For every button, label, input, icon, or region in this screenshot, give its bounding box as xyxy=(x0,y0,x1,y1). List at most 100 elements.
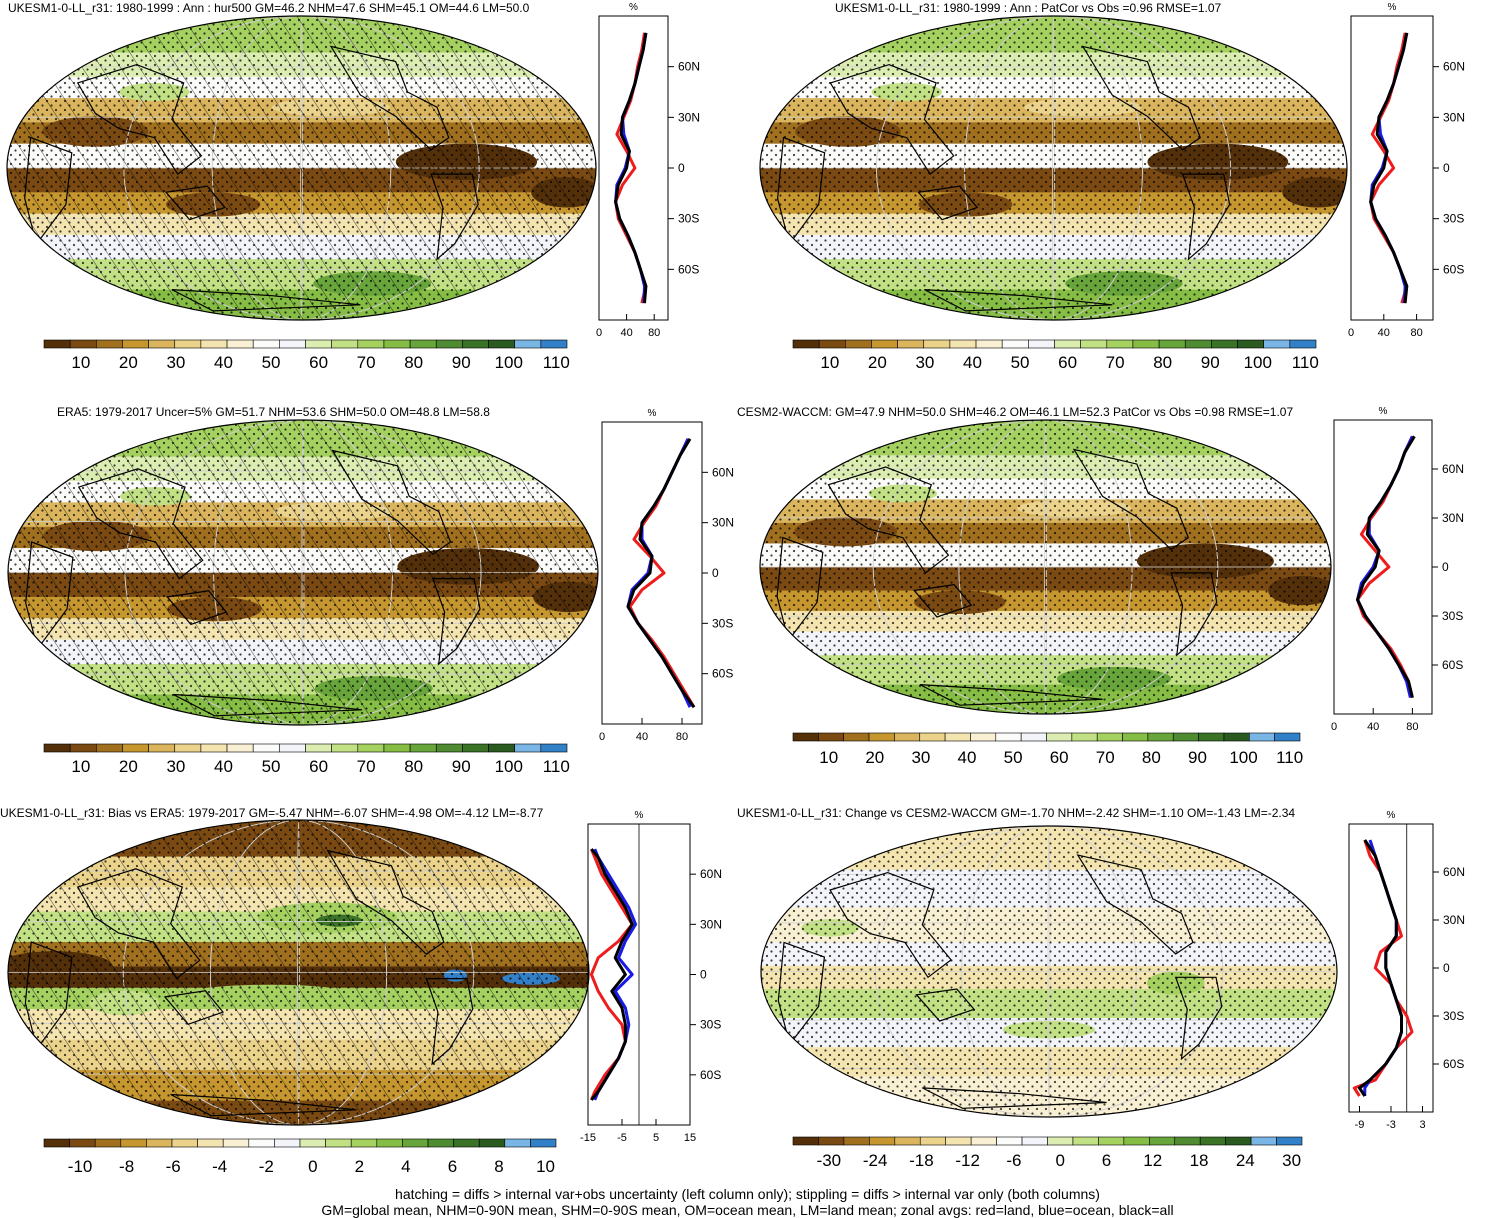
colorbar-tick-label: 30 xyxy=(1282,1151,1301,1170)
colorbar-tick-label: 40 xyxy=(214,353,233,372)
colorbar: 10 20 30 40 50 60 70 80 90 100 110 xyxy=(43,339,570,372)
zonal-ytick-label: 60N xyxy=(1442,462,1464,476)
colorbar-swatch xyxy=(1072,1136,1099,1146)
footer-legend-note: GM=global mean, NHM=0-90N mean, SHM=0-90… xyxy=(321,1202,1174,1218)
zonal-ytick-label: 60N xyxy=(700,867,722,881)
colorbar-swatch xyxy=(148,743,176,753)
colorbar: -10 -8 -6 -4 -2 0 2 4 6 8 10 xyxy=(43,1138,557,1176)
zonal-xtick-label: 80 xyxy=(1406,721,1418,733)
colorbar-tick-label: 4 xyxy=(401,1157,410,1176)
zonal-line-ocean xyxy=(1356,435,1414,699)
colorbar-swatch xyxy=(248,1138,275,1148)
colorbar-swatch xyxy=(325,1138,352,1148)
colorbar-swatch xyxy=(69,339,97,349)
zonal-line-land xyxy=(1369,32,1409,304)
colorbar-swatch xyxy=(478,1138,506,1148)
colorbar-swatch xyxy=(1174,1136,1201,1146)
colorbar-swatch xyxy=(200,743,228,753)
colorbar-tick-label: 70 xyxy=(357,353,376,372)
footer-hatching-note: hatching = diffs > internal var+obs unce… xyxy=(395,1186,1100,1202)
zonal-ytick-label: 30N xyxy=(678,110,700,124)
colorbar-swatch xyxy=(409,339,437,349)
colorbar-tick-label: 0 xyxy=(308,1157,317,1176)
colorbar-swatch xyxy=(1237,339,1265,349)
colorbar-tick-label: 70 xyxy=(1106,353,1125,372)
colorbar-swatch xyxy=(1276,1136,1303,1146)
colorbar-swatch xyxy=(279,339,306,349)
colorbar-swatch xyxy=(305,743,332,753)
zonal-ytick-label: 0 xyxy=(1443,961,1450,975)
colorbar-swatch xyxy=(1106,339,1134,349)
colorbar-swatch xyxy=(453,1138,480,1148)
colorbar-swatch xyxy=(970,732,997,742)
zonal-line-ocean xyxy=(626,438,692,708)
colorbar-tick-label: 80 xyxy=(1153,353,1172,372)
colorbar-swatch xyxy=(818,1136,845,1146)
colorbar-swatch xyxy=(197,1138,224,1148)
zonal-ytick-label: 30S xyxy=(1443,1009,1464,1023)
hatching-overlay xyxy=(7,16,596,320)
zonal-ytick-label: 0 xyxy=(1442,560,1449,574)
zonal-line-all xyxy=(1369,32,1409,304)
colorbar-swatch xyxy=(1223,732,1250,742)
colorbar-swatch xyxy=(226,339,254,349)
colorbar-swatch xyxy=(331,339,359,349)
panel-title: UKESM1-0-LL_r31: 1980-1999 : Ann : hur50… xyxy=(8,1,530,15)
colorbar-swatch xyxy=(996,1136,1023,1146)
panel-ukesm-patcor: UKESM1-0-LL_r31: 1980-1999 : Ann : PatCo… xyxy=(759,1,1465,372)
zonal-mean-panel: 60N 30N 0 30S 60S -15 -5 5 15% xyxy=(580,810,722,1144)
colorbar-swatch xyxy=(383,743,411,753)
colorbar-swatch xyxy=(970,1136,997,1146)
colorbar-tick-label: 70 xyxy=(1096,748,1115,767)
colorbar-swatch xyxy=(174,339,202,349)
zonal-xtick-label: -15 xyxy=(580,1132,596,1144)
colorbar-swatch xyxy=(843,1136,870,1146)
colorbar: -30 -24 -18 -12 -6 0 6 12 18 24 30 xyxy=(792,1136,1303,1170)
colorbar-swatch xyxy=(792,339,820,349)
colorbar-swatch xyxy=(488,743,515,753)
zonal-xtick-label: -9 xyxy=(1355,1119,1365,1131)
colorbar-tick-label: 60 xyxy=(309,353,328,372)
zonal-xtick-label: 40 xyxy=(1378,327,1390,339)
map-border xyxy=(759,15,1348,321)
colorbar-swatch xyxy=(96,743,123,753)
colorbar-swatch xyxy=(1098,1136,1125,1146)
zonal-mean-panel: 60N 30N 0 30S 60S 0 40 80% xyxy=(1331,406,1464,733)
zonal-xtick-label: 15 xyxy=(684,1132,696,1144)
colorbar-tick-label: -6 xyxy=(166,1157,181,1176)
colorbar-tick-label: -4 xyxy=(212,1157,227,1176)
colorbar-swatch xyxy=(1172,732,1199,742)
zonal-unit-label: % xyxy=(629,2,638,13)
colorbar-swatch xyxy=(1020,732,1047,742)
zonal-mean-panel: 60N 30N 0 30S 60S -9 -3 3% xyxy=(1348,810,1465,1131)
colorbar-swatch xyxy=(462,339,489,349)
zonal-unit-label: % xyxy=(1379,406,1388,417)
zonal-line-all xyxy=(590,848,634,1101)
colorbar-swatch xyxy=(1080,339,1108,349)
zonal-xtick-label: -5 xyxy=(617,1132,627,1144)
colorbar-tick-label: 100 xyxy=(1229,748,1257,767)
colorbar-swatch xyxy=(1184,339,1212,349)
colorbar-swatch xyxy=(1054,339,1081,349)
colorbar-swatch xyxy=(530,1138,557,1148)
zonal-ytick-label: 60N xyxy=(712,465,734,479)
colorbar-swatch xyxy=(923,339,951,349)
colorbar-swatch xyxy=(1096,732,1123,742)
map-border xyxy=(760,825,1338,1118)
colorbar-tick-label: -6 xyxy=(1006,1151,1021,1170)
colorbar-tick-label: 80 xyxy=(404,353,423,372)
zonal-ytick-label: 30S xyxy=(1443,212,1464,226)
colorbar-tick-label: 10 xyxy=(819,748,838,767)
colorbar-swatch xyxy=(383,339,411,349)
zonal-xtick-label: -3 xyxy=(1386,1119,1396,1131)
colorbar-tick-label: -30 xyxy=(817,1151,842,1170)
zonal-frame xyxy=(1333,419,1433,715)
colorbar-swatch xyxy=(894,1136,921,1146)
colorbar-swatch xyxy=(252,339,280,349)
colorbar-swatch xyxy=(331,743,359,753)
colorbar-swatch xyxy=(1147,732,1174,742)
colorbar-swatch xyxy=(1274,732,1301,742)
colorbar-swatch xyxy=(122,743,149,753)
zonal-frame xyxy=(1348,823,1434,1113)
map-border xyxy=(7,819,590,1126)
